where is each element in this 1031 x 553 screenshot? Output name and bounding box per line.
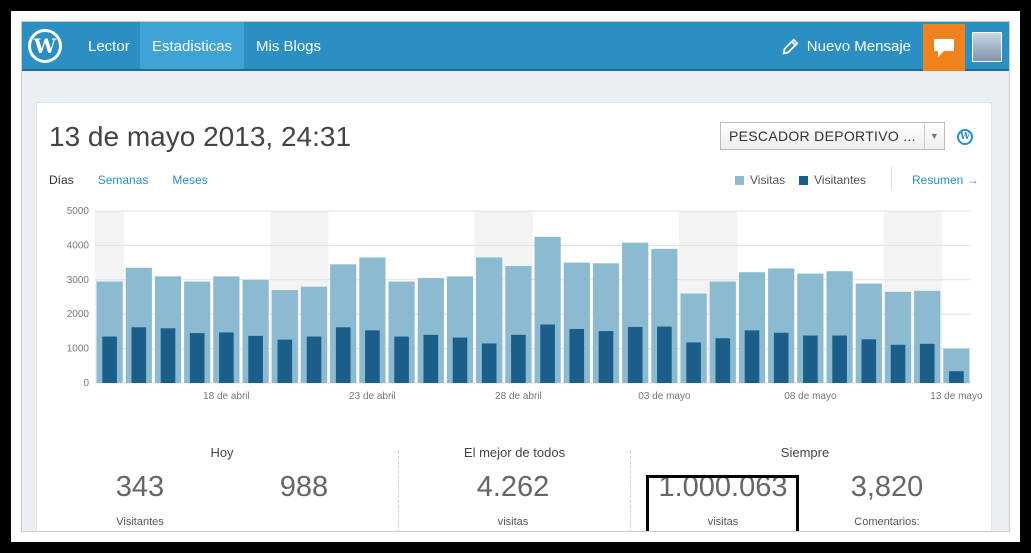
bar-visitors — [452, 337, 468, 383]
site-select-dropdown[interactable]: PESCADOR DEPORTIVO ... ▼ — [720, 122, 945, 150]
y-tick-label: 0 — [83, 378, 89, 389]
legend-divider — [891, 167, 892, 189]
bar-visitors — [890, 344, 906, 383]
x-tick-label: 23 de abril — [349, 391, 396, 402]
today-visits-value: 988 — [279, 471, 329, 503]
x-tick-label: 18 de abril — [203, 391, 250, 402]
summary-link[interactable]: Resumen → — [912, 173, 979, 187]
period-tabs: Días Semanas Meses — [49, 173, 208, 187]
chart-legend: Visitas Visitantes — [735, 173, 866, 187]
pencil-icon — [782, 38, 799, 54]
bar-visitors — [861, 339, 877, 383]
bar-visitors — [949, 371, 964, 383]
y-tick-label: 4000 — [67, 240, 90, 251]
screenshot-frame: W Lector Estadisticas Mis Blogs Nuevo Me… — [11, 11, 1020, 542]
stats-card: 13 de mayo 2013, 24:31 PESCADOR DEPORTIV… — [36, 102, 993, 531]
bar-visitors — [686, 342, 701, 383]
chevron-down-icon: ▼ — [924, 123, 944, 149]
y-tick-label: 5000 — [67, 206, 90, 217]
bar-visitors — [102, 336, 117, 383]
bar-visitors — [131, 327, 147, 383]
bar-visitors — [306, 336, 322, 383]
bar-visitors — [511, 334, 526, 383]
bar-visitors — [189, 333, 205, 383]
bar-visitors — [627, 326, 643, 383]
legend-label-visitors: Visitantes — [814, 173, 866, 187]
notifications-button[interactable] — [923, 24, 965, 71]
always-heading: Siempre — [780, 445, 830, 460]
bar-visitors — [365, 330, 380, 383]
wordpress-small-icon[interactable]: W — [957, 129, 973, 145]
tab-dias[interactable]: Días — [49, 173, 74, 187]
stats-summary: Hoy 343 Visitantes 988 El mejor de todos… — [37, 431, 993, 531]
always-comments-label: Comentarios: — [854, 516, 920, 528]
new-post-label: Nuevo Mensaje — [806, 38, 911, 55]
bar-visitors — [832, 335, 847, 383]
app-window: W Lector Estadisticas Mis Blogs Nuevo Me… — [21, 21, 1010, 532]
x-tick-label: 28 de abril — [495, 391, 542, 402]
bar-visitors — [569, 328, 585, 383]
bar-visitors — [277, 339, 293, 383]
legend-swatch-visits — [735, 175, 744, 185]
speech-bubble-icon — [934, 38, 954, 57]
bar-visitors — [481, 343, 497, 383]
bar-visitors — [803, 335, 818, 383]
site-select-value: PESCADOR DEPORTIVO ... — [729, 128, 916, 144]
y-tick-label: 2000 — [67, 309, 90, 320]
legend-label-visits: Visitas — [750, 173, 786, 187]
bar-visitors — [744, 330, 760, 383]
bar-visitors — [919, 343, 935, 383]
y-tick-label: 3000 — [67, 275, 90, 286]
best-visits-label: visitas — [497, 516, 529, 528]
tab-semanas[interactable]: Semanas — [97, 173, 149, 187]
nav-mis-blogs[interactable]: Mis Blogs — [256, 38, 322, 55]
stats-divider-1 — [398, 451, 399, 531]
x-tick-label: 13 de mayo — [930, 391, 983, 402]
bar-visitors — [248, 335, 263, 383]
bar-visitors — [540, 324, 555, 383]
bar-visitors — [423, 334, 439, 383]
page-title: 13 de mayo 2013, 24:31 — [49, 121, 352, 152]
user-avatar[interactable] — [972, 32, 1002, 62]
highlight-box — [646, 475, 799, 531]
y-tick-label: 1000 — [67, 344, 90, 355]
legend-swatch-visitors — [799, 175, 809, 185]
x-tick-label: 03 de mayo — [638, 391, 691, 402]
bar-visitors — [715, 338, 731, 383]
bar-visitors — [773, 332, 789, 383]
tab-meses[interactable]: Meses — [172, 173, 208, 187]
daily-stats-chart: 0 1000 2000 3000 4000 5000 18 de abril 23 de ab… — [67, 206, 983, 402]
wordpress-logo-icon[interactable]: W — [28, 29, 62, 63]
bar-visitors — [335, 327, 351, 383]
nav-estadisticas[interactable]: Estadisticas — [140, 22, 245, 71]
bar-visitors — [657, 326, 672, 383]
bar-visitors — [394, 336, 409, 383]
stats-divider-2 — [630, 451, 631, 531]
top-navigation-bar: W Lector Estadisticas Mis Blogs Nuevo Me… — [22, 22, 1009, 71]
new-post-button[interactable]: Nuevo Mensaje — [781, 22, 911, 71]
x-tick-label: 08 de mayo — [784, 391, 837, 402]
best-visits-value: 4.262 — [476, 471, 550, 503]
today-heading: Hoy — [210, 445, 234, 460]
bar-visitors — [598, 331, 614, 383]
best-heading: El mejor de todos — [463, 445, 566, 460]
always-visits-label: visitas — [707, 516, 739, 528]
bar-visitors — [219, 332, 234, 383]
today-visitors-value: 343 — [115, 471, 165, 503]
today-visitors-label: Visitantes — [116, 516, 164, 528]
always-comments-value: 3,820 — [850, 471, 924, 503]
nav-lector[interactable]: Lector — [88, 38, 130, 55]
bar-visitors — [160, 328, 176, 383]
